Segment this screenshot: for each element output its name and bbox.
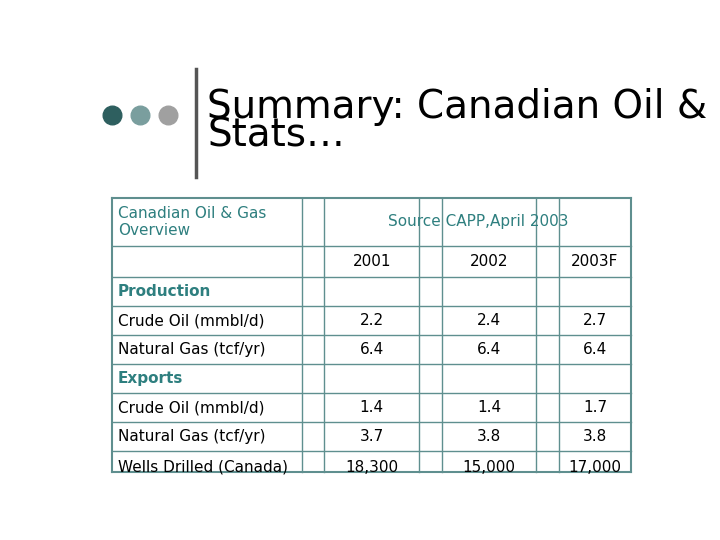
Text: 3.7: 3.7 (360, 429, 384, 444)
Text: Crude Oil (mmbl/d): Crude Oil (mmbl/d) (118, 313, 264, 328)
Text: 1.7: 1.7 (583, 400, 607, 415)
Text: 17,000: 17,000 (569, 460, 621, 475)
Text: Natural Gas (tcf/yr): Natural Gas (tcf/yr) (118, 342, 266, 357)
Text: Natural Gas (tcf/yr): Natural Gas (tcf/yr) (118, 429, 266, 444)
Text: Exports: Exports (118, 371, 184, 386)
Text: Summary: Canadian Oil & Gas: Summary: Canadian Oil & Gas (207, 87, 720, 126)
Text: 1.4: 1.4 (360, 400, 384, 415)
Text: 2001: 2001 (353, 254, 391, 269)
Text: 6.4: 6.4 (583, 342, 607, 357)
Text: Canadian Oil & Gas
Overview: Canadian Oil & Gas Overview (118, 206, 266, 238)
Text: Crude Oil (mmbl/d): Crude Oil (mmbl/d) (118, 400, 264, 415)
Text: Source CAPP,April 2003: Source CAPP,April 2003 (387, 214, 568, 230)
Text: 2003F: 2003F (571, 254, 618, 269)
Text: 2.2: 2.2 (360, 313, 384, 328)
Text: Stats…: Stats… (207, 117, 345, 155)
Text: 3.8: 3.8 (477, 429, 501, 444)
Text: 6.4: 6.4 (360, 342, 384, 357)
Text: 15,000: 15,000 (462, 460, 516, 475)
Text: 2002: 2002 (469, 254, 508, 269)
Text: 2.4: 2.4 (477, 313, 501, 328)
Text: Wells Drilled (Canada): Wells Drilled (Canada) (118, 460, 288, 475)
Text: 2.7: 2.7 (583, 313, 607, 328)
Text: 18,300: 18,300 (345, 460, 398, 475)
Text: Production: Production (118, 284, 211, 299)
Text: 6.4: 6.4 (477, 342, 501, 357)
Text: 3.8: 3.8 (583, 429, 607, 444)
Text: 1.4: 1.4 (477, 400, 501, 415)
